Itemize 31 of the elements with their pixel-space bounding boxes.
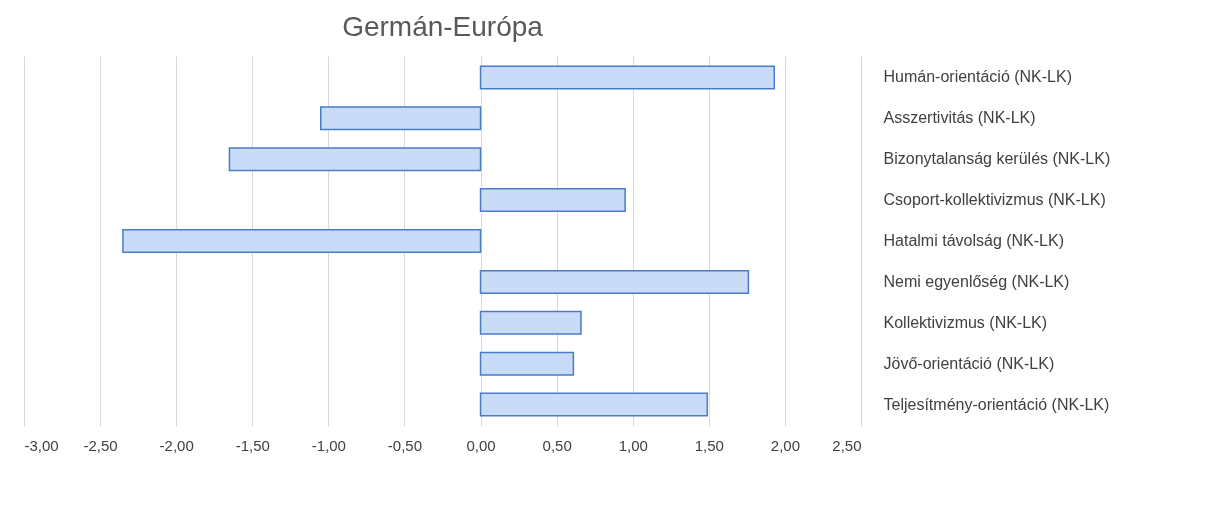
bar [228, 147, 482, 172]
x-tick-label: -3,00 [24, 436, 59, 454]
x-tick-label: -2,50 [83, 436, 118, 454]
chart-title: Germán-Európa [342, 11, 544, 42]
y-tick-label: Humán-orientáció (NK-LK) [883, 68, 1073, 86]
bar [320, 106, 482, 131]
x-tick-label: 0,00 [466, 436, 496, 454]
x-tick-label: 0,50 [542, 436, 572, 454]
bar [479, 188, 626, 213]
bar [479, 310, 582, 335]
y-tick-label: Nemi egyenlőség (NK-LK) [883, 272, 1070, 290]
x-tick-label: -2,00 [159, 436, 194, 454]
x-tick-label: -1,50 [235, 436, 270, 454]
y-tick-label: Hatalmi távolság (NK-LK) [883, 232, 1064, 249]
x-tick-label: -1,00 [311, 436, 346, 454]
bar [479, 351, 575, 376]
y-tick-label: Csoport-kollektivizmus (NK-LK) [883, 191, 1106, 209]
bar [479, 65, 776, 90]
x-tick-label: 2,00 [770, 436, 801, 454]
x-tick-label: 2,50 [832, 436, 862, 454]
x-tick-label: 1,00 [618, 436, 648, 454]
bar [479, 269, 750, 294]
bar [479, 392, 709, 417]
x-tick-label: 1,50 [694, 436, 724, 454]
y-tick-label: Asszertivitás (NK-LK) [883, 109, 1036, 127]
x-tick-label: -0,50 [387, 436, 423, 454]
y-tick-label: Bizonytalanság kerülés (NK-LK) [883, 150, 1111, 168]
bar [122, 229, 482, 253]
y-tick-label: Kollektivizmus (NK-LK) [883, 313, 1048, 331]
y-tick-label: Jövő-orientáció (NK-LK) [883, 354, 1055, 372]
y-tick-label: Teljesítmény-orientáció (NK-LK) [883, 395, 1110, 413]
